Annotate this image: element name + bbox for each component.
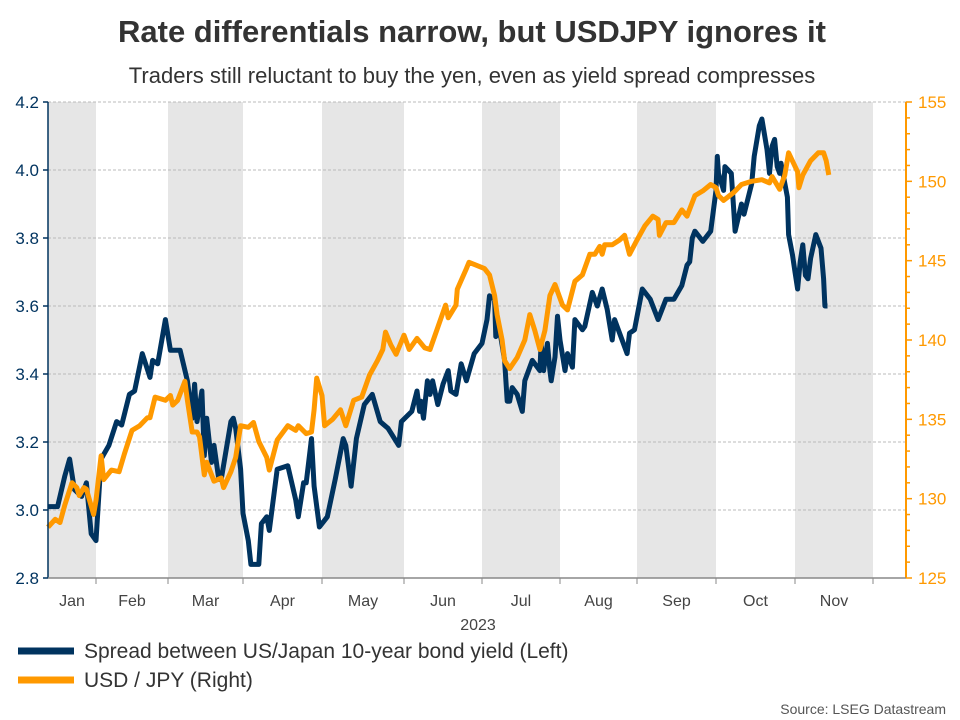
left-axis-ticks: 2.8 3.0 3.2 3.4 3.6 3.8 4.0 4.2 xyxy=(15,93,48,588)
x-axis-title: 2023 xyxy=(460,617,496,634)
left-tick-label: 4.0 xyxy=(15,161,39,180)
month-label: Nov xyxy=(820,593,848,610)
month-label: Apr xyxy=(270,593,296,610)
legend-label-spread: Spread between US/Japan 10-year bond yie… xyxy=(84,640,568,663)
month-label: Feb xyxy=(118,593,146,610)
right-tick-label: 155 xyxy=(918,93,946,112)
left-tick-label: 3.2 xyxy=(15,433,39,452)
series-lines xyxy=(46,116,832,567)
legend: Spread between US/Japan 10-year bond yie… xyxy=(18,640,568,692)
right-tick-label: 130 xyxy=(918,490,946,509)
month-label: Sep xyxy=(662,593,691,610)
left-tick-label: 4.2 xyxy=(15,93,39,112)
month-label: Aug xyxy=(584,593,612,610)
chart-title: Rate differentials narrow, but USDJPY ig… xyxy=(118,14,826,49)
month-bands xyxy=(48,102,873,578)
month-band xyxy=(168,102,243,578)
right-tick-label: 145 xyxy=(918,252,946,271)
month-band xyxy=(795,102,873,578)
left-tick-label: 3.8 xyxy=(15,229,39,248)
right-tick-label: 135 xyxy=(918,410,946,429)
legend-label-usdjpy: USD / JPY (Right) xyxy=(84,669,253,692)
month-label: Mar xyxy=(192,593,220,610)
right-tick-label: 150 xyxy=(918,172,946,191)
month-band xyxy=(637,102,716,578)
usdjpy-line xyxy=(46,150,832,529)
chart-subtitle: Traders still reluctant to buy the yen, … xyxy=(129,63,815,88)
month-label: May xyxy=(348,593,378,610)
source-note: Source: LSEG Datastream xyxy=(780,701,946,717)
gridlines xyxy=(48,101,906,511)
month-band xyxy=(322,102,404,578)
left-tick-label: 3.6 xyxy=(15,297,39,316)
left-tick-label: 3.0 xyxy=(15,501,39,520)
month-label: Jan xyxy=(59,593,85,610)
left-tick-label: 3.4 xyxy=(15,365,39,384)
right-tick-label: 125 xyxy=(918,569,946,588)
month-label: Oct xyxy=(743,593,768,610)
left-tick-label: 2.8 xyxy=(15,569,39,588)
right-axis-ticks: 125 130 135 140 145 150 155 xyxy=(906,93,946,588)
month-band xyxy=(482,102,560,578)
month-label: Jun xyxy=(430,593,456,610)
month-axis-ticks: Jan Feb Mar Apr May Jun Jul Aug Sep Oct Nov xyxy=(59,578,874,610)
right-tick-label: 140 xyxy=(918,331,946,350)
month-label: Jul xyxy=(511,593,531,610)
